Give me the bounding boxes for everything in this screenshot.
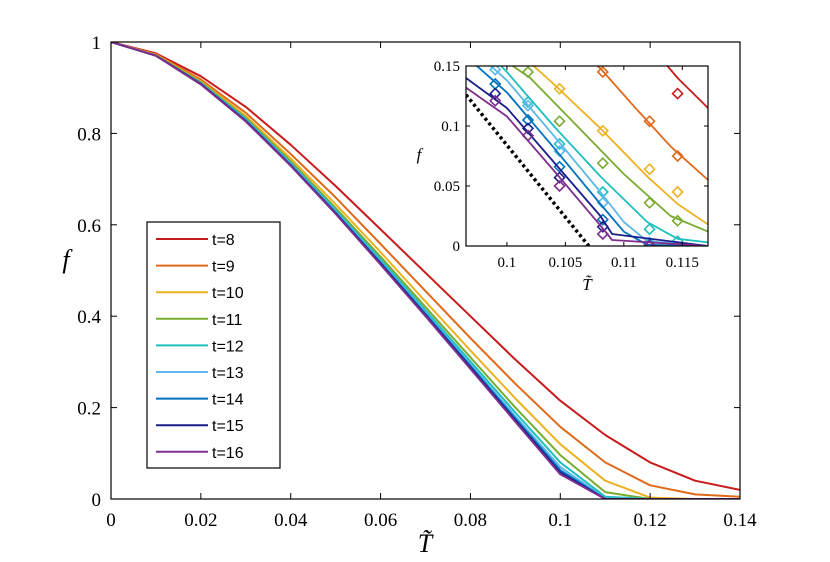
inset-marker-t-10 [643,163,656,176]
x-tick-label: 0.04 [274,510,308,531]
inset-marker-t-11 [521,66,535,79]
inset-plot: 0.1 0.105 0.11 0.115 0 0.05 0.1 0.15 f T̃ [417,59,709,294]
x-tick-label: 0.02 [184,510,217,531]
main-y-label: f [62,245,73,274]
x-tick-label: 0.12 [634,510,667,531]
y-tick-label: 0.8 [77,124,101,145]
inset-marker-t-15 [521,122,535,135]
inset-marker-t-16 [596,227,609,241]
inset-x-tick-label: 0.105 [548,255,582,271]
inset-marker-t-8 [671,87,684,100]
inset-marker-t-12 [553,137,566,151]
series-line-t-9 [111,42,740,498]
series-line-t-8 [111,42,740,491]
inset-axes-box [465,65,709,247]
inset-marker-t-11 [671,214,684,227]
x-tick-label: 0.06 [364,510,397,531]
inset-marker-t-13 [521,99,535,112]
legend-label-t-16: t=16 [212,445,244,462]
inset-x-tick-label: 0.11 [611,255,637,271]
inset-marker-t-11 [643,196,656,209]
inset-y-tick-label: 0.15 [434,59,460,75]
y-tick-label: 0 [92,490,102,511]
inset-background [466,66,708,246]
inset-marker-t-13 [489,66,502,76]
inset-x-tick-label: 0.115 [666,255,699,271]
y-tick-label: 1 [92,33,102,54]
main-series-group [111,42,740,499]
legend-label-t-9: t=9 [212,259,235,276]
inset-marker-t-14 [521,113,535,127]
inset-marker-t-16 [643,239,656,246]
inset-series-line-t-8 [666,66,708,109]
inset-marker-t-9 [596,66,609,79]
inset-y-tick-label: 0.05 [434,179,460,195]
legend-label-t-8: t=8 [212,232,235,249]
legend: t=8 t=9 t=10 t=11 t=12 t=13 t=14 t=15 t=16 [146,221,281,469]
inset-marker-t-10 [553,82,566,95]
x-tick-label: 0.08 [454,510,487,531]
main-x-label: T̃ [418,529,434,558]
y-tick-label: 0.4 [77,307,101,328]
main-ticks: 0 0.02 0.04 0.06 0.08 0.1 0.12 0.14 0 0.2 0.4 0.6 0.… [77,33,757,531]
legend-label-t-13: t=13 [212,365,244,382]
inset-series-line-t-15 [466,77,708,246]
inset-series-line-t-16 [466,86,708,246]
inset-marker-t-12 [643,223,656,236]
inset-marker-t-15 [553,171,566,184]
x-tick-label: 0 [106,510,116,531]
inset-series-line-t-14 [475,66,708,246]
inset-marker-t-11 [596,157,609,170]
inset-marker-t-9 [643,115,656,128]
inset-marker-t-14 [596,213,609,226]
legend-label-t-15: t=15 [212,418,244,435]
inset-ticks: 0.1 0.105 0.11 0.115 0 0.05 0.1 0.15 [434,59,708,271]
inset-y-tick-label: 0 [453,239,461,255]
inset-x-tick-label: 0.1 [498,255,517,271]
legend-label-t-10: t=10 [212,285,244,302]
inset-series-line-t-12 [499,66,708,244]
x-tick-label: 0.14 [723,510,757,531]
inset-marker-t-10 [596,124,609,137]
legend-label-t-11: t=11 [212,312,243,329]
main-axes-box [110,41,741,500]
inset-marker-t-11 [553,115,566,128]
inset-x-label: T̃ [582,275,593,294]
inset-marker-t-15 [489,87,502,100]
inset-series-line-t-10 [532,66,708,226]
inset-series-group [466,66,708,246]
inset-marker-t-10 [671,185,684,199]
inset-marker-t-13 [643,236,656,246]
inset-y-tick-label: 0.1 [441,119,460,135]
inset-marker-t-16 [553,179,566,193]
inset-marker-t-9 [671,149,684,163]
legend-label-t-14: t=14 [212,392,244,409]
legend-label-t-12: t=12 [212,338,244,355]
inset-y-label: f [417,145,424,164]
inset-series-line-t-9 [595,66,708,181]
series-line-t-16 [111,42,740,499]
inset-marker-t-16 [489,94,502,107]
legend-entries: t=8 t=9 t=10 t=11 t=12 t=13 t=14 t=15 t=16 [156,232,244,462]
y-tick-label: 0.6 [77,216,101,237]
inset-marker-t-16 [521,129,535,142]
x-tick-label: 0.1 [548,510,572,531]
inset-series-line-limit [466,93,591,246]
inset-marker-t-12 [671,235,684,246]
y-tick-label: 0.2 [77,399,101,420]
